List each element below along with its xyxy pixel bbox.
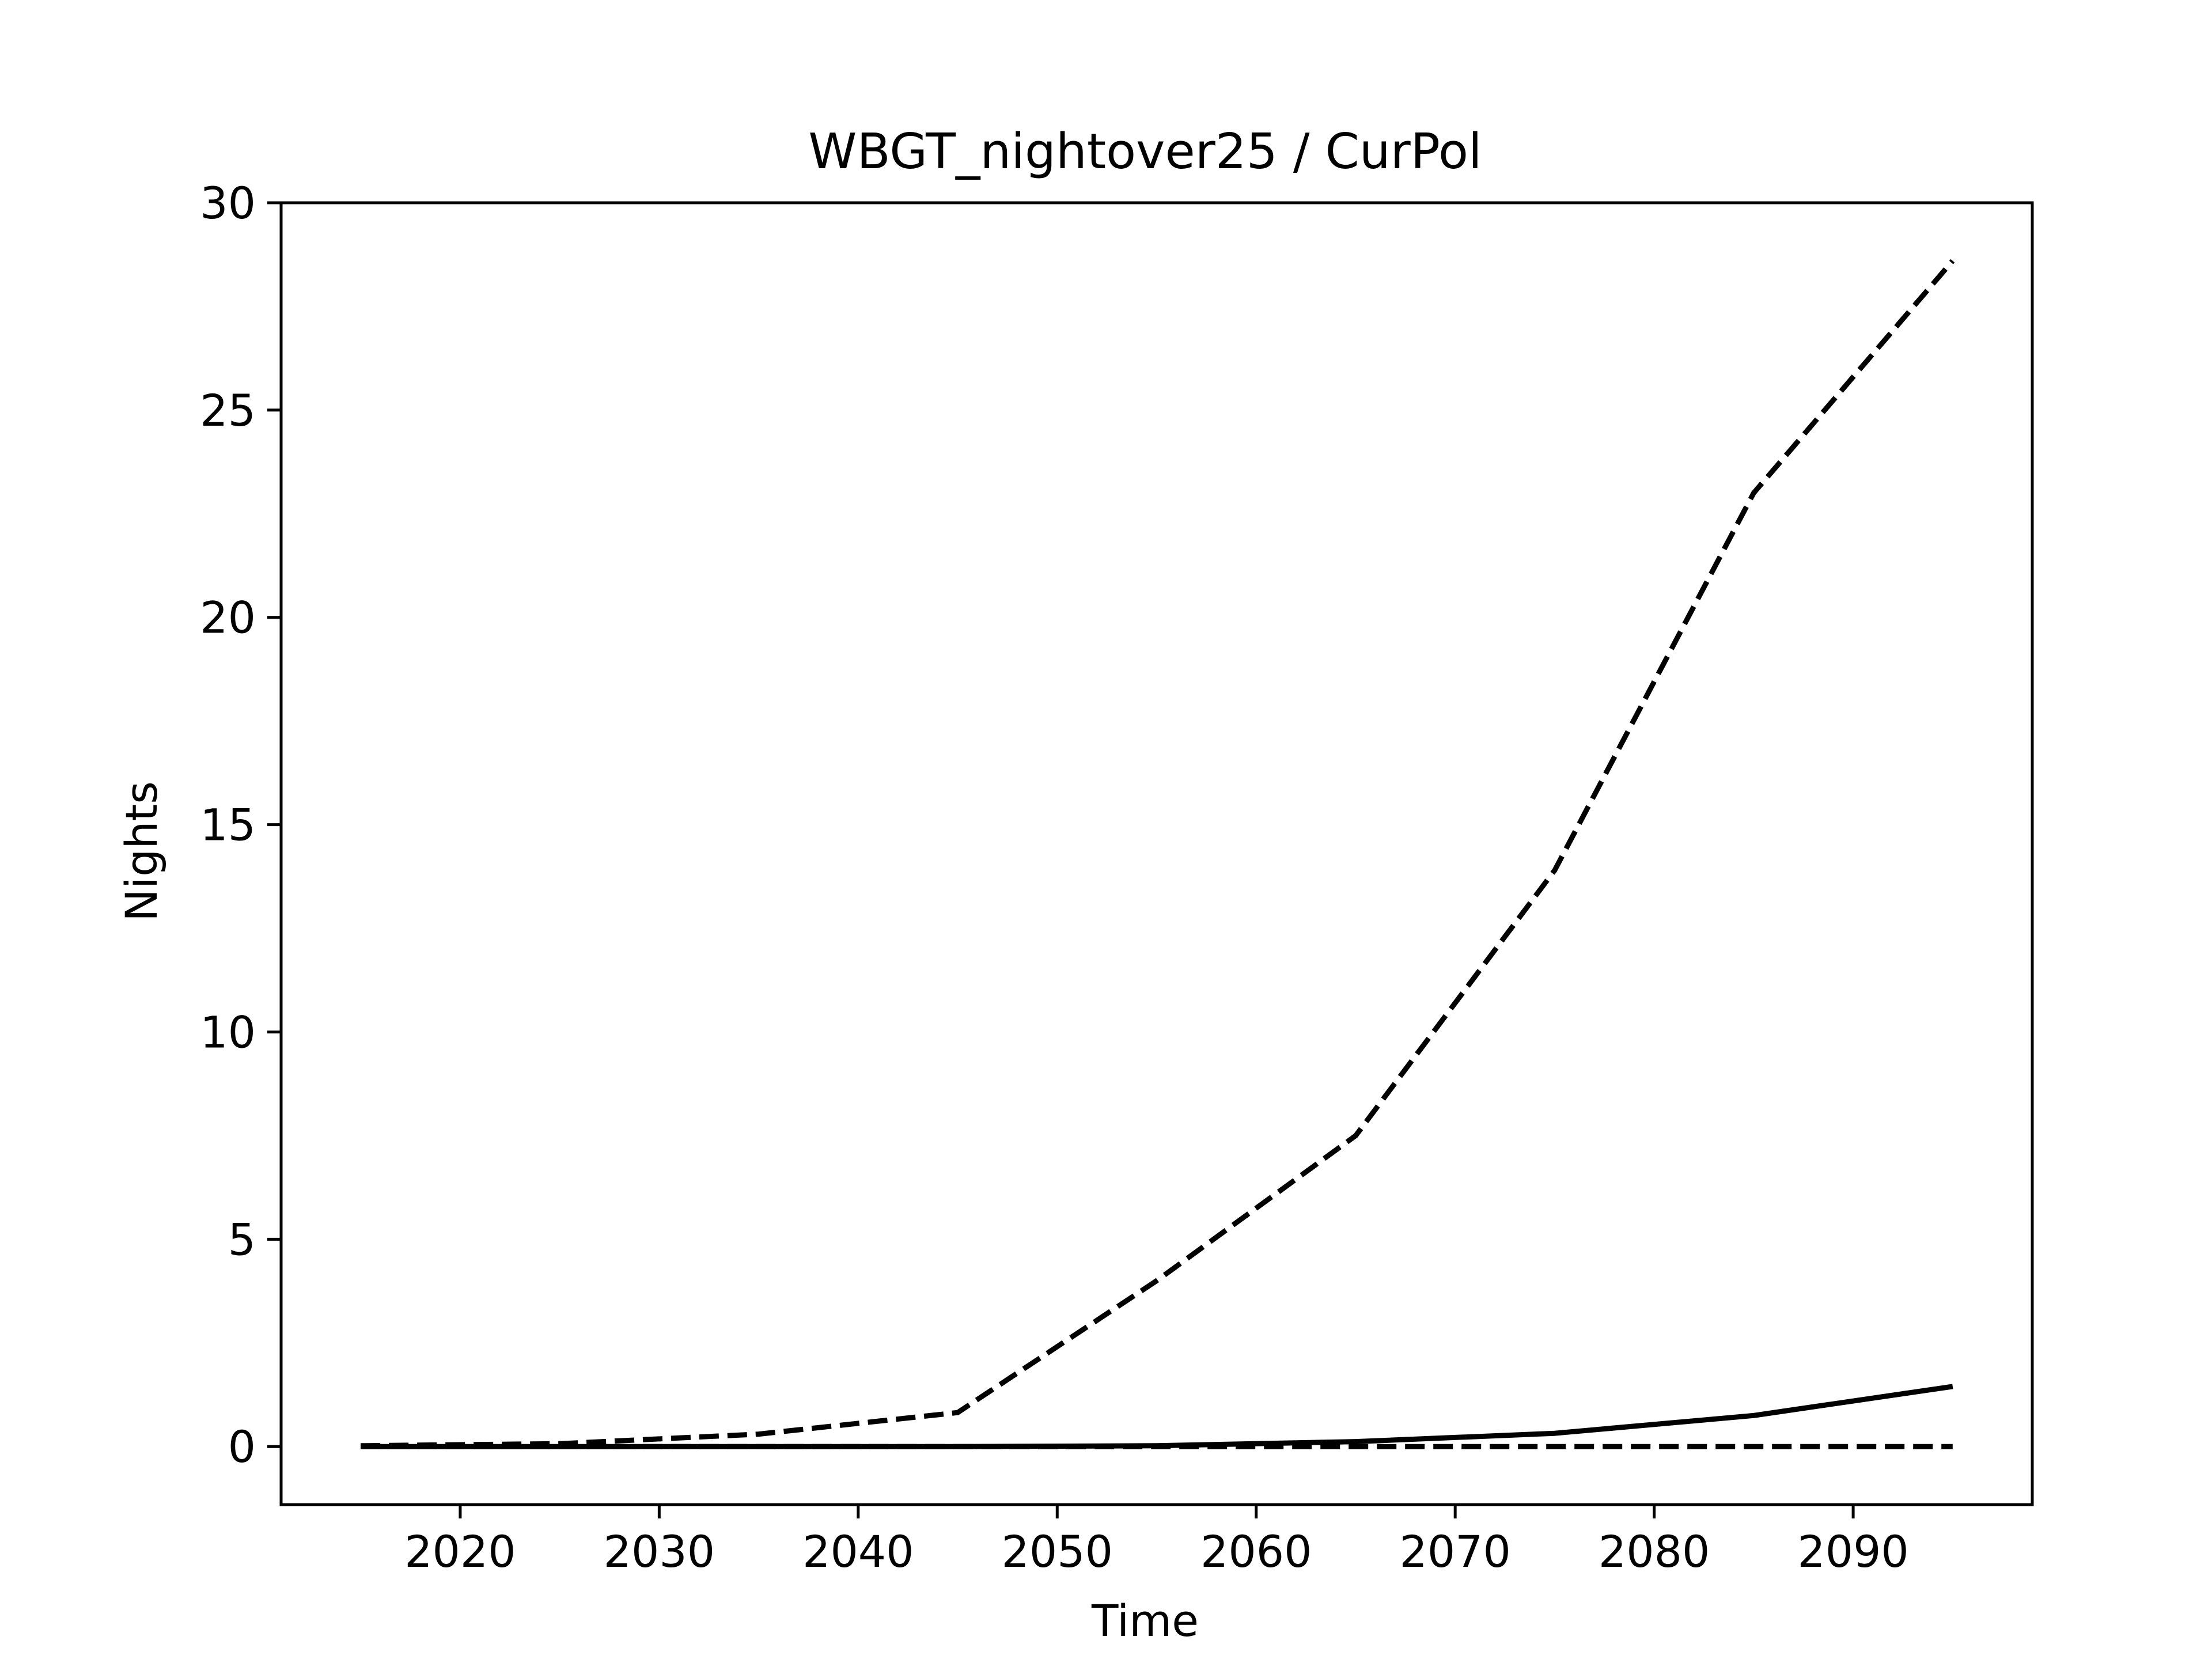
x-tick-label: 2080 bbox=[1599, 1526, 1710, 1577]
series-line-2-dashed bbox=[361, 259, 1955, 1449]
y-tick-label: 25 bbox=[200, 385, 256, 436]
y-tick-label: 20 bbox=[200, 592, 256, 643]
x-tick-label: 2060 bbox=[1200, 1526, 1312, 1577]
y-tick-label: 30 bbox=[200, 177, 256, 229]
x-tick-label: 2030 bbox=[604, 1526, 715, 1577]
x-tick-label: 2090 bbox=[1797, 1526, 1908, 1577]
y-tick-label: 5 bbox=[228, 1214, 256, 1265]
y-tick-label: 15 bbox=[200, 800, 256, 851]
y-axis: 0 5 10 15 20 25 30 bbox=[200, 177, 281, 1472]
y-tick-label: 10 bbox=[200, 1006, 256, 1058]
series-layer bbox=[361, 259, 1955, 1449]
x-axis-label: Time bbox=[1091, 1595, 1199, 1646]
y-tick-label: 0 bbox=[228, 1421, 256, 1472]
x-tick-label: 2070 bbox=[1399, 1526, 1510, 1577]
x-axis: 2020 2030 2040 2050 2060 2070 2080 2090 bbox=[404, 1505, 1909, 1577]
chart-title: WBGT_nightover25 / CurPol bbox=[808, 123, 1482, 180]
y-axis-label: Nights bbox=[116, 781, 167, 922]
x-tick-label: 2040 bbox=[802, 1526, 914, 1577]
x-tick-label: 2020 bbox=[404, 1526, 516, 1577]
plot-frame bbox=[279, 201, 2034, 1506]
x-tick-label: 2050 bbox=[1002, 1526, 1113, 1577]
